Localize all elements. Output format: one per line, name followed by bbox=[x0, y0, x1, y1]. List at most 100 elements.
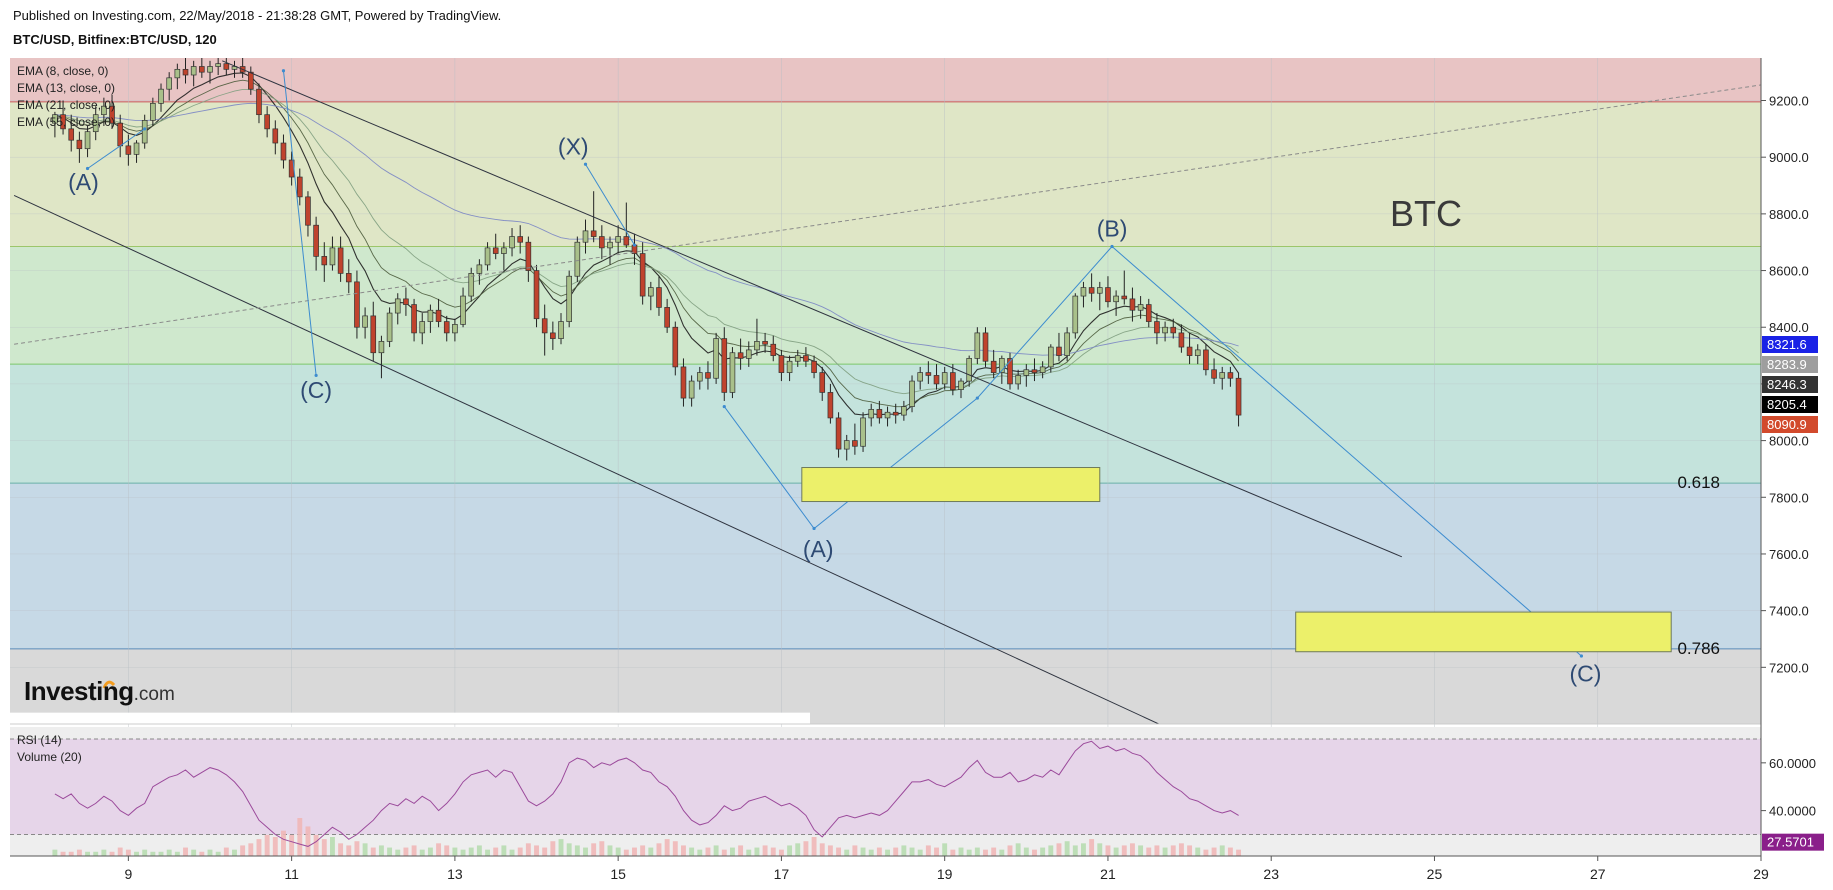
candle-up bbox=[1162, 326, 1168, 334]
candle-up bbox=[688, 380, 695, 399]
volume-bar bbox=[248, 843, 254, 856]
volume-bar bbox=[958, 847, 964, 856]
volume-bar bbox=[362, 843, 368, 856]
candle-down bbox=[1088, 287, 1095, 294]
candle-up bbox=[615, 236, 621, 243]
date-tick-label: 17 bbox=[774, 866, 790, 882]
fib-zone bbox=[10, 364, 1761, 484]
candle-up bbox=[52, 114, 58, 124]
volume-bar bbox=[264, 834, 270, 856]
wave-path-x bbox=[585, 164, 635, 246]
investing-logo: Investing.com bbox=[24, 676, 175, 707]
date-tick-label: 23 bbox=[1263, 866, 1279, 882]
candle-up bbox=[215, 63, 221, 67]
volume-bar bbox=[1195, 847, 1201, 856]
volume-bar bbox=[240, 845, 246, 856]
volume-bar bbox=[705, 847, 711, 856]
candle-down bbox=[345, 273, 352, 283]
volume-bar bbox=[338, 843, 344, 856]
ema-line-55 bbox=[54, 102, 1239, 356]
price-tick-label: 7600.0 bbox=[1769, 547, 1809, 562]
logo-mark bbox=[102, 680, 116, 689]
volume-bar bbox=[999, 849, 1005, 856]
wave-label: (X) bbox=[558, 133, 589, 159]
price-tick-label: 7400.0 bbox=[1769, 604, 1809, 619]
volume-bar bbox=[615, 847, 621, 856]
volume-bar bbox=[917, 849, 923, 856]
volume-bar bbox=[134, 851, 139, 856]
candle-up bbox=[860, 417, 866, 447]
candle-down bbox=[125, 145, 132, 155]
wave-label: (C) bbox=[1570, 660, 1602, 686]
wave-point bbox=[583, 162, 588, 166]
candle-down bbox=[762, 341, 768, 345]
volume-bar bbox=[76, 849, 82, 856]
dashed-trend-line bbox=[14, 84, 1761, 345]
candle-down bbox=[182, 68, 189, 76]
candle-up bbox=[794, 355, 801, 362]
volume-bar bbox=[746, 849, 752, 856]
volume-bar bbox=[1105, 845, 1111, 856]
brand-name: Investing bbox=[24, 676, 134, 706]
volume-bar bbox=[313, 834, 319, 856]
volume-bar bbox=[378, 845, 384, 856]
volume-bar bbox=[215, 851, 221, 856]
candle-up bbox=[207, 66, 213, 73]
candle-down bbox=[76, 139, 83, 150]
volume-bar bbox=[885, 849, 890, 856]
candle-down bbox=[296, 176, 303, 198]
volume-bar bbox=[770, 847, 776, 856]
candle-down bbox=[1129, 298, 1136, 311]
candle-up bbox=[558, 321, 564, 339]
wave-point bbox=[143, 127, 147, 131]
rsi-tick-label: 40.0000 bbox=[1769, 804, 1816, 819]
volume-bar bbox=[191, 849, 197, 856]
candle-up bbox=[1194, 349, 1201, 356]
volume-bar bbox=[754, 847, 760, 856]
volume-bar bbox=[468, 847, 474, 856]
volume-bar bbox=[623, 849, 629, 856]
candle-down bbox=[1178, 332, 1185, 348]
volume-bar bbox=[272, 837, 278, 856]
candle-down bbox=[60, 114, 66, 130]
candle-up bbox=[84, 131, 91, 150]
volume-bar bbox=[632, 847, 637, 856]
price-tag bbox=[1762, 396, 1818, 413]
volume-bar bbox=[778, 849, 784, 856]
candle-up bbox=[884, 411, 891, 419]
date-tick-label: 15 bbox=[610, 866, 626, 882]
volume-bar bbox=[1113, 847, 1119, 856]
volume-bar bbox=[1072, 845, 1078, 856]
volume-bar bbox=[1187, 845, 1193, 856]
candle-up bbox=[909, 380, 915, 407]
volume-bar bbox=[166, 849, 172, 856]
candle-up bbox=[941, 372, 948, 385]
ema-55-legend: EMA (55, close, 0) bbox=[17, 115, 116, 129]
volume-bar bbox=[942, 843, 948, 856]
candle-up bbox=[1113, 295, 1119, 303]
volume-bar bbox=[1097, 843, 1103, 856]
ema-8-legend: EMA (8, close, 0) bbox=[17, 64, 109, 78]
candle-down bbox=[550, 332, 556, 339]
candle-down bbox=[656, 287, 662, 308]
candle-down bbox=[256, 88, 262, 116]
candle-down bbox=[117, 122, 124, 147]
candle-down bbox=[982, 332, 989, 362]
candle-down bbox=[1145, 304, 1152, 322]
rsi-value-label: 27.5701 bbox=[1767, 835, 1814, 850]
volume-bar bbox=[150, 851, 156, 856]
wave-point bbox=[632, 243, 637, 247]
wave-point bbox=[314, 373, 318, 378]
volume-bar bbox=[819, 843, 825, 856]
volume-bar bbox=[289, 834, 295, 856]
volume-bar bbox=[836, 847, 842, 856]
volume-bar bbox=[354, 841, 360, 856]
candle-up bbox=[868, 409, 875, 419]
price-tag-label: 8205.4 bbox=[1767, 397, 1807, 412]
candle-down bbox=[778, 355, 785, 373]
candle-down bbox=[248, 71, 254, 90]
wave-path-a bbox=[87, 128, 145, 169]
candle-up bbox=[729, 352, 736, 393]
candle-up bbox=[386, 312, 393, 342]
